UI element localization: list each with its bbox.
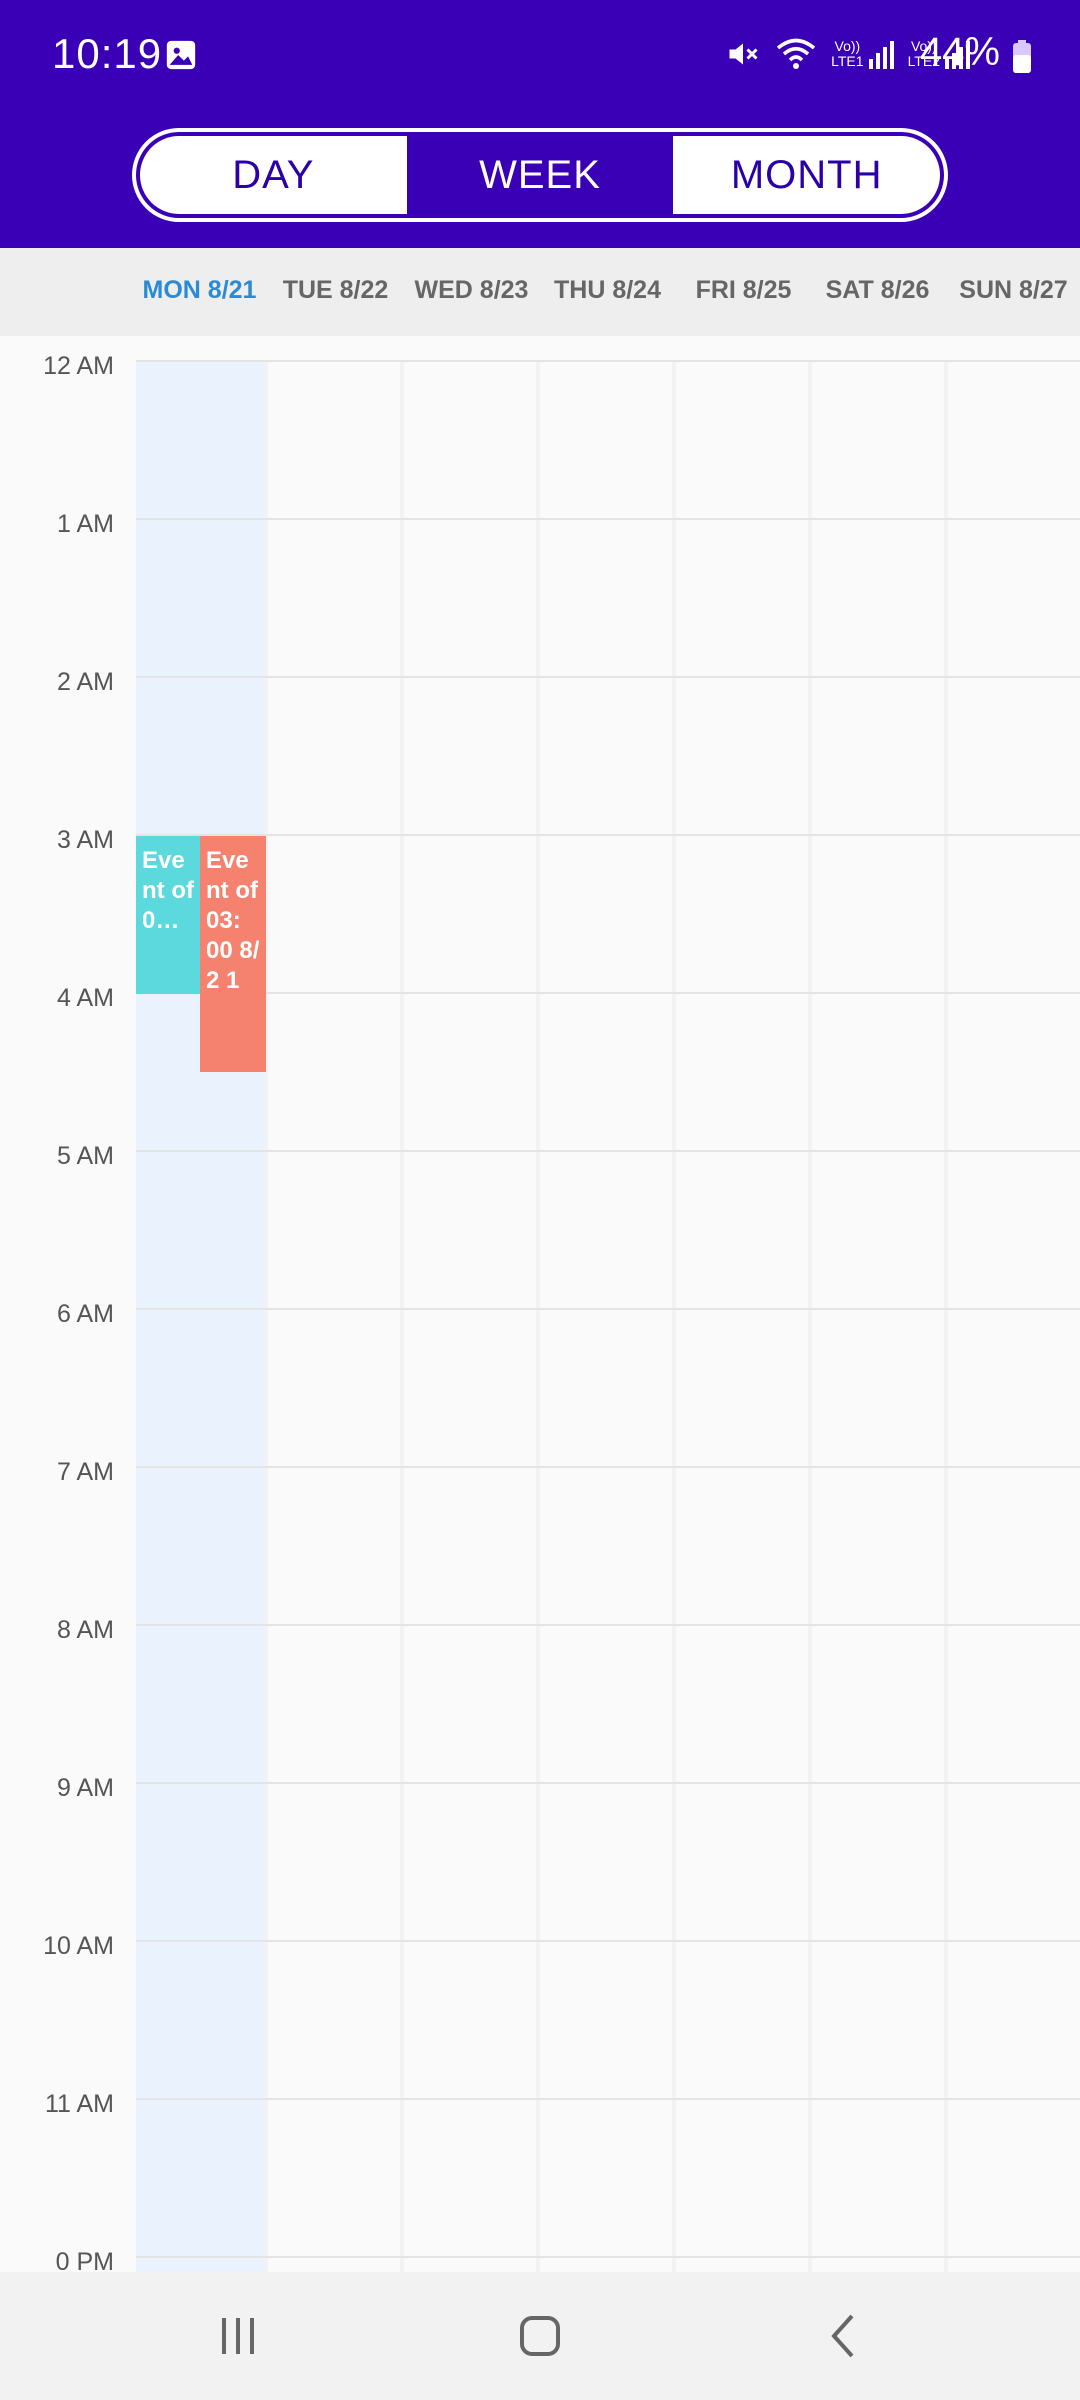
week-day-header: MON 8/21 TUE 8/22 WED 8/23 THU 8/24 FRI … — [0, 248, 1080, 336]
status-time: 10:19 — [52, 30, 163, 77]
hour-line — [136, 2098, 1080, 2100]
network-indicator-2: Vo)) LTE2 — [908, 39, 970, 69]
hour-line — [136, 1624, 1080, 1626]
column-separator — [672, 360, 676, 2272]
hour-line — [136, 1940, 1080, 1942]
month-view-button[interactable]: MONTH — [673, 136, 941, 214]
hour-line — [136, 1150, 1080, 1152]
hour-line — [136, 1782, 1080, 1784]
volte-label: Vo)) — [910, 38, 937, 54]
wifi-icon — [776, 38, 816, 69]
network-2-label: LTE2 — [907, 53, 940, 69]
hour-line — [136, 518, 1080, 520]
day-view-button[interactable]: DAY — [140, 136, 407, 214]
hour-line — [136, 360, 1080, 362]
day-header-fri[interactable]: FRI 8/25 — [695, 276, 792, 304]
column-separator — [536, 360, 540, 2272]
status-bar: 10:19 Vo)) LTE1 — [0, 0, 1080, 110]
signal-icon — [868, 41, 894, 69]
hour-line — [136, 834, 1080, 836]
hour-label: 4 AM — [57, 984, 114, 1012]
week-calendar-grid[interactable]: 12 AM 1 AM 2 AM 3 AM 4 AM 5 AM 6 AM 7 AM… — [0, 336, 1080, 2272]
column-separator — [944, 360, 948, 2272]
day-header-wed[interactable]: WED 8/23 — [414, 276, 529, 304]
gallery-icon — [166, 40, 196, 70]
day-header-sun[interactable]: SUN 8/27 — [959, 276, 1068, 304]
home-button[interactable] — [510, 2306, 570, 2366]
recents-icon — [222, 2318, 254, 2354]
hour-label: 10 AM — [43, 1932, 114, 1960]
volte-label: Vo)) — [834, 38, 861, 54]
system-navigation-bar — [0, 2272, 1080, 2400]
hour-label: 1 AM — [57, 510, 114, 538]
hour-line — [136, 992, 1080, 994]
column-separator — [808, 360, 812, 2272]
battery-icon — [1013, 40, 1031, 73]
hour-label: 3 AM — [57, 826, 114, 854]
day-header-thu[interactable]: THU 8/24 — [554, 276, 661, 304]
hour-label: 0 PM — [55, 2248, 114, 2272]
hour-label: 11 AM — [44, 2090, 114, 2118]
column-separator — [400, 360, 404, 2272]
day-header-sat[interactable]: SAT 8/26 — [825, 276, 930, 304]
hour-label: 8 AM — [57, 1616, 114, 1644]
hour-label: 6 AM — [57, 1300, 114, 1328]
view-switcher: DAY WEEK MONTH — [132, 128, 948, 222]
column-separator — [264, 360, 268, 2272]
hour-label: 2 AM — [57, 668, 114, 696]
calendar-event[interactable]: Eve nt of 0… — [136, 836, 200, 994]
today-column — [136, 360, 264, 2272]
back-icon — [831, 2314, 854, 2358]
hour-line — [136, 1466, 1080, 1468]
app-top-bar: 10:19 Vo)) LTE1 — [0, 0, 1080, 248]
back-button[interactable] — [814, 2306, 874, 2366]
hour-line — [136, 676, 1080, 678]
recents-button[interactable] — [208, 2306, 268, 2366]
hour-label: 5 AM — [57, 1142, 114, 1170]
hour-line — [136, 2256, 1080, 2258]
day-header-tue[interactable]: TUE 8/22 — [282, 276, 389, 304]
network-indicator-1: Vo)) LTE1 — [831, 38, 894, 69]
battery-percent: 44% — [919, 30, 1000, 74]
hour-label: 9 AM — [57, 1774, 114, 1802]
signal-icon — [945, 41, 970, 69]
calendar-event[interactable]: Eve nt of 03: 00 8/2 1 — [200, 836, 266, 1072]
week-view-button[interactable]: WEEK — [406, 132, 674, 218]
home-icon — [520, 2316, 560, 2356]
status-icons: Vo)) LTE1 Vo)) LTE2 — [725, 34, 970, 74]
hour-line — [136, 1308, 1080, 1310]
network-1-label: LTE1 — [831, 53, 864, 69]
hour-label: 12 AM — [43, 352, 114, 380]
mute-icon — [729, 43, 758, 65]
day-header-mon[interactable]: MON 8/21 — [142, 276, 257, 304]
hour-label: 7 AM — [57, 1458, 114, 1486]
